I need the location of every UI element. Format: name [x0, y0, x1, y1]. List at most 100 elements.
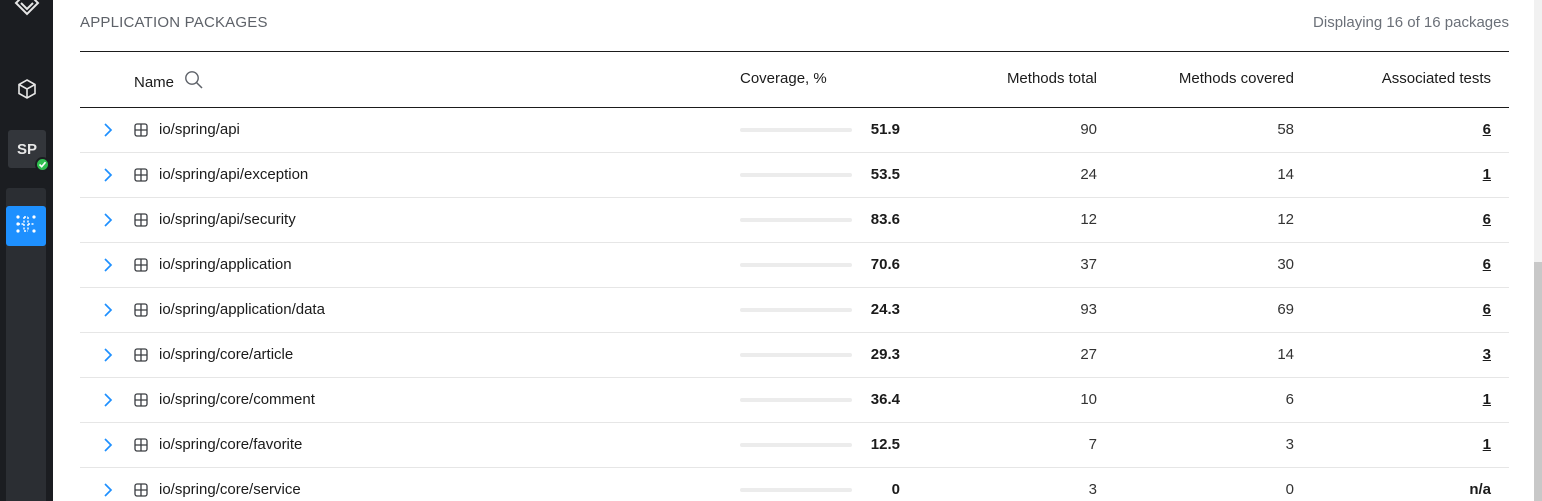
coverage-bar — [740, 173, 852, 177]
package-icon — [134, 123, 148, 137]
column-header-associated-tests[interactable]: Associated tests — [1381, 70, 1491, 87]
coverage-map-nav-button[interactable] — [6, 206, 46, 246]
scrollbar-thumb[interactable] — [1534, 262, 1542, 501]
coverage-bar — [740, 488, 852, 492]
package-icon — [134, 438, 148, 452]
search-icon[interactable] — [184, 70, 204, 94]
package-name: io/spring/core/article — [159, 346, 294, 363]
divider — [80, 107, 1509, 108]
package-name: io/spring/application/data — [159, 301, 325, 318]
divider — [80, 51, 1509, 52]
package-icon — [134, 483, 148, 497]
packages-nav-button[interactable] — [8, 72, 46, 110]
chevron-right-icon[interactable] — [102, 347, 114, 363]
methods-total-value: 24 — [1080, 166, 1097, 183]
column-header-coverage[interactable]: Coverage, % — [740, 70, 827, 87]
coverage-value: 29.3 — [870, 346, 900, 363]
coverage-bar — [740, 308, 852, 312]
methods-total-value: 37 — [1080, 256, 1097, 273]
methods-total-value: 93 — [1080, 301, 1097, 318]
coverage-value: 51.9 — [870, 121, 900, 138]
methods-total-value: 27 — [1080, 346, 1097, 363]
coverage-value: 70.6 — [870, 256, 900, 273]
methods-total-value: 12 — [1080, 211, 1097, 228]
table-row: io/spring/core/service 0 3 0 n/a — [80, 468, 1509, 501]
package-icon — [134, 393, 148, 407]
methods-total-value: 3 — [1088, 481, 1097, 498]
methods-covered-value: 12 — [1277, 211, 1294, 228]
project-avatar[interactable]: SP — [8, 130, 50, 172]
project-badge-label: SP — [16, 140, 37, 158]
table-row: io/spring/core/article 29.3 27 14 3 — [80, 333, 1509, 378]
package-icon — [134, 303, 148, 317]
coverage-value: 83.6 — [870, 211, 900, 228]
coverage-value: 0 — [891, 481, 900, 498]
coverage-bar — [740, 128, 852, 132]
packages-table-body: io/spring/api 51.9 90 58 6 io/spring/api… — [80, 108, 1509, 501]
table-row: io/spring/core/comment 36.4 10 6 1 — [80, 378, 1509, 423]
table-row: io/spring/application/data 24.3 93 69 6 — [80, 288, 1509, 333]
chevron-right-icon[interactable] — [102, 257, 114, 273]
package-icon — [134, 168, 148, 182]
column-header-methods-covered[interactable]: Methods covered — [1178, 70, 1294, 87]
methods-covered-value: 3 — [1285, 436, 1294, 453]
package-name: io/spring/core/service — [159, 481, 301, 498]
status-ok-icon — [35, 157, 50, 172]
package-name: io/spring/application — [159, 256, 292, 273]
graph-nodes-icon — [14, 213, 38, 240]
section-title: APPLICATION PACKAGES — [80, 14, 268, 31]
column-header-methods-total[interactable]: Methods total — [1006, 70, 1097, 87]
methods-total-value: 90 — [1080, 121, 1097, 138]
associated-tests-link[interactable]: 6 — [1482, 121, 1491, 138]
associated-tests-link[interactable]: 6 — [1482, 301, 1491, 318]
methods-total-value: 7 — [1088, 436, 1097, 453]
chevron-right-icon[interactable] — [102, 392, 114, 408]
table-row: io/spring/application 70.6 37 30 6 — [80, 243, 1509, 288]
associated-tests-link[interactable]: 6 — [1482, 211, 1491, 228]
coverage-value: 53.5 — [870, 166, 900, 183]
table-row: io/spring/core/favorite 12.5 7 3 1 — [80, 423, 1509, 468]
table-row: io/spring/api/exception 53.5 24 14 1 — [80, 153, 1509, 198]
associated-tests-link[interactable]: 1 — [1482, 166, 1491, 183]
package-icon — [134, 258, 148, 272]
associated-tests-link[interactable]: 6 — [1482, 256, 1491, 273]
chevron-right-icon[interactable] — [102, 482, 114, 498]
left-rail: SP — [0, 0, 53, 501]
chevron-right-icon[interactable] — [102, 437, 114, 453]
coverage-value: 36.4 — [870, 391, 900, 408]
coverage-value: 12.5 — [870, 436, 900, 453]
table-row: io/spring/api/security 83.6 12 12 6 — [80, 198, 1509, 243]
coverage-bar — [740, 443, 852, 447]
table-row: io/spring/api 51.9 90 58 6 — [80, 108, 1509, 153]
associated-tests-link[interactable]: 1 — [1482, 436, 1491, 453]
methods-total-value: 10 — [1080, 391, 1097, 408]
package-icon — [134, 213, 148, 227]
chevron-right-icon[interactable] — [102, 212, 114, 228]
methods-covered-value: 14 — [1277, 166, 1294, 183]
chevron-right-icon[interactable] — [102, 302, 114, 318]
scrollbar-track[interactable] — [1534, 0, 1542, 501]
package-name: io/spring/api/exception — [159, 166, 309, 183]
chevron-right-icon[interactable] — [102, 167, 114, 183]
package-name: io/spring/core/comment — [159, 391, 315, 408]
methods-covered-value: 69 — [1277, 301, 1294, 318]
coverage-bar — [740, 263, 852, 267]
display-count: Displaying 16 of 16 packages — [1313, 14, 1509, 31]
chevron-right-icon[interactable] — [102, 122, 114, 138]
methods-covered-value: 14 — [1277, 346, 1294, 363]
methods-covered-value: 0 — [1285, 481, 1294, 498]
cube-icon — [16, 78, 38, 105]
associated-tests-link[interactable]: n/a — [1469, 481, 1491, 498]
associated-tests-link[interactable]: 3 — [1482, 346, 1491, 363]
package-icon — [134, 348, 148, 362]
package-name: io/spring/core/favorite — [159, 436, 303, 453]
associated-tests-link[interactable]: 1 — [1482, 391, 1491, 408]
coverage-value: 24.3 — [870, 301, 900, 318]
methods-covered-value: 6 — [1285, 391, 1294, 408]
methods-covered-value: 30 — [1277, 256, 1294, 273]
coverage-bar — [740, 218, 852, 222]
logo-icon[interactable] — [10, 0, 44, 20]
column-header-name[interactable]: Name — [134, 70, 204, 94]
column-header-name-label: Name — [134, 73, 175, 91]
package-name: io/spring/api/security — [159, 211, 296, 228]
